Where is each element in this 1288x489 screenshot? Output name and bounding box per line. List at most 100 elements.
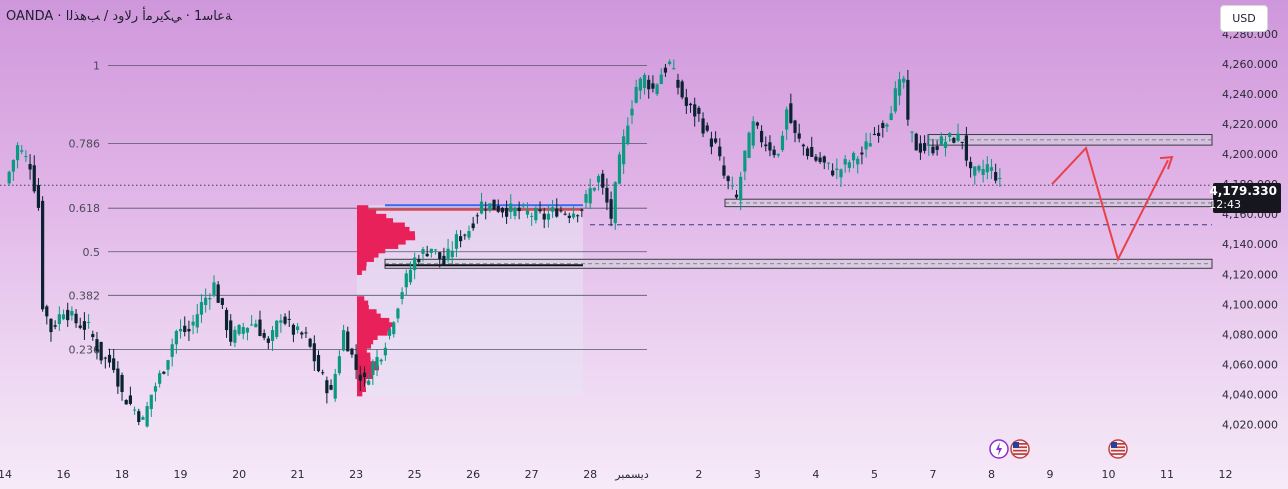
candle-body [300, 332, 304, 335]
candle-body [638, 78, 642, 91]
candle-body [672, 68, 676, 70]
candle-body [183, 325, 187, 332]
us-flag-icon[interactable] [1010, 439, 1030, 459]
candle-body [546, 213, 550, 220]
candle-body [479, 201, 484, 214]
candle-body [530, 215, 534, 217]
candle-body [739, 176, 743, 201]
candle-body [885, 124, 889, 127]
x-tick-label: 25 [408, 468, 422, 481]
candle-body [601, 173, 605, 188]
candle-body [379, 359, 383, 362]
volume-profile-bar [357, 222, 405, 228]
candle-body [450, 250, 454, 258]
candle-body [45, 306, 49, 317]
candle-body [584, 194, 588, 203]
candle-body [651, 83, 655, 89]
x-tick-label: 19 [174, 468, 188, 481]
candle-body [266, 338, 270, 343]
candle-body [793, 120, 797, 133]
candle-body [149, 394, 153, 409]
candle-body [367, 380, 371, 385]
candle-body [32, 165, 36, 192]
volume-profile-bar [357, 330, 388, 336]
x-tick-label: ديسمبر [614, 468, 649, 481]
x-tick-label: 11 [1160, 468, 1174, 481]
candle-body [550, 207, 555, 212]
volume-profile-bar [357, 239, 406, 245]
y-tick-label: 4,240.000 [1222, 88, 1278, 101]
candle-body [559, 210, 563, 212]
volume-profile-bar [357, 270, 362, 275]
candle-body [956, 133, 960, 141]
candle-body [132, 409, 137, 411]
candle-body [141, 417, 145, 420]
candle-body [421, 249, 425, 254]
candle-body [49, 318, 53, 333]
candle-body [939, 136, 943, 146]
candle-body [383, 347, 387, 356]
candle-body [642, 74, 647, 88]
lightning-icon[interactable] [989, 439, 1009, 459]
volume-profile-bar [357, 261, 367, 267]
candle-body [960, 141, 964, 143]
y-tick-label: 4,100.000 [1222, 298, 1278, 311]
candle-body [258, 319, 262, 336]
candle-body [505, 207, 509, 217]
candle-body [864, 141, 868, 150]
candle-body [626, 125, 630, 145]
candle-body [948, 132, 952, 137]
candle-body [241, 327, 245, 334]
candle-body [488, 203, 492, 211]
x-tick-label: 4 [812, 468, 819, 481]
candle-body [103, 357, 107, 359]
volume-profile-bar [357, 309, 377, 314]
candle-body [429, 248, 433, 253]
candle-body [296, 326, 300, 331]
candle-body [973, 166, 977, 176]
fib-level-label: 0.786 [69, 138, 101, 151]
x-tick-label: 7 [929, 468, 936, 481]
candle-body [463, 234, 467, 236]
candle-body [191, 321, 195, 326]
candle-body [425, 253, 429, 257]
candle-body [87, 321, 91, 323]
fib-level-label: 0.5 [83, 246, 101, 259]
candle-body [170, 344, 174, 357]
candle-body [496, 205, 500, 212]
candle-body [688, 103, 693, 106]
candle-body [254, 323, 258, 328]
volume-profile-bar [357, 322, 395, 327]
candle-body [371, 362, 375, 375]
currency-button[interactable]: USD [1220, 5, 1268, 32]
candle-body [53, 325, 57, 327]
y-tick-label: 4,040.000 [1222, 388, 1278, 401]
us-flag-icon[interactable] [1108, 439, 1128, 459]
x-tick-label: 18 [115, 468, 129, 481]
volume-profile-bar [357, 382, 366, 388]
candle-body [245, 327, 250, 333]
bar-countdown: 12:43 [1209, 198, 1241, 211]
candle-body [897, 79, 902, 96]
candle-body [935, 146, 939, 150]
candle-body [208, 298, 212, 300]
candle-body [952, 137, 956, 143]
candle-body [20, 150, 24, 152]
candle-body [538, 209, 542, 212]
y-tick-label: 4,080.000 [1222, 328, 1278, 341]
candle-body [755, 122, 759, 126]
symbol-title[interactable]: OANDA · ﺔﻋﺎﺳ1 · ﻲﻜﻳﺮﻣﺃ ﺭﻻﻭﺩ / ﺐﻫﺬﻟﺍ [6, 9, 232, 24]
candle-body [580, 209, 584, 211]
candle-body [818, 157, 822, 162]
candle-body [927, 144, 931, 146]
candle-body [609, 199, 613, 219]
candle-body [931, 146, 935, 154]
candle-body [153, 386, 158, 392]
candle-body [224, 309, 229, 331]
candle-body [362, 372, 367, 378]
candle-body [107, 354, 112, 363]
x-tick-label: 5 [871, 468, 878, 481]
volume-profile-bar [357, 326, 391, 332]
last-price-tag: 4,179.330 12:43 [1209, 183, 1281, 213]
